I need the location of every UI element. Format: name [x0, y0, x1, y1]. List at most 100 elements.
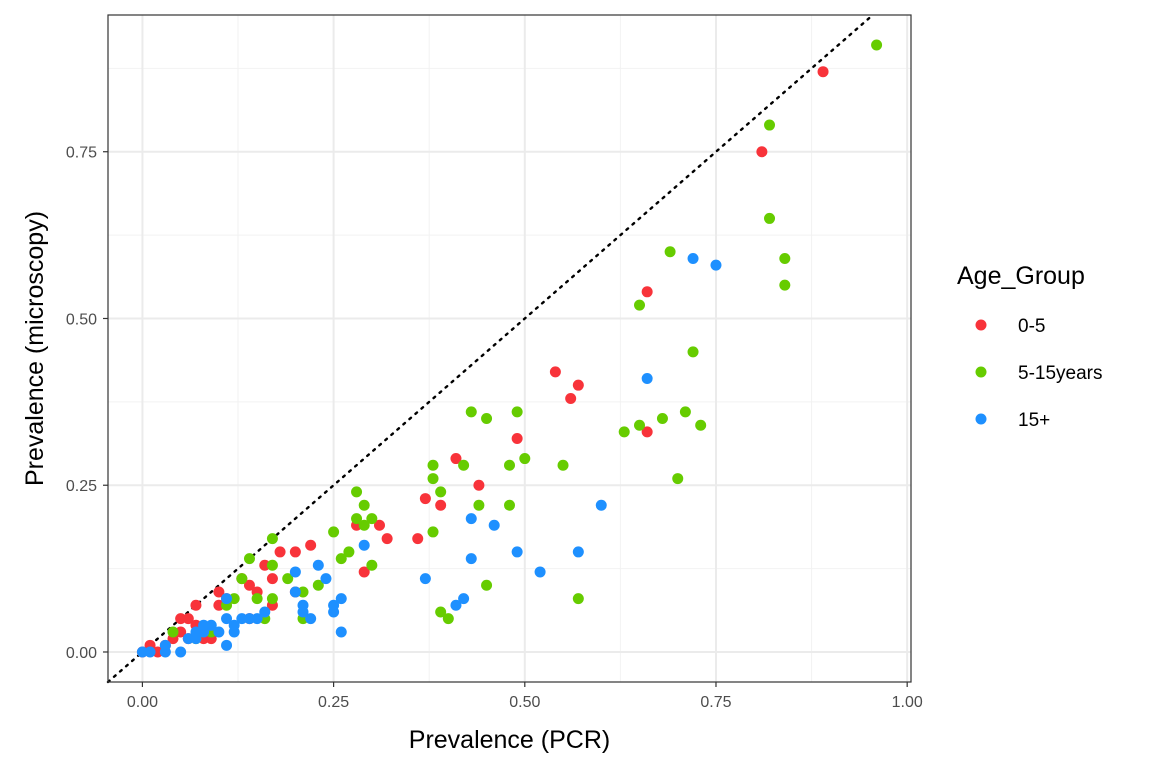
data-point [274, 546, 286, 558]
data-point [266, 533, 278, 545]
data-point [641, 426, 653, 438]
data-point [427, 473, 439, 485]
data-point [473, 479, 485, 491]
data-point [221, 639, 233, 651]
data-point [289, 566, 301, 578]
data-point [136, 646, 148, 658]
data-point [511, 433, 523, 445]
data-point [358, 566, 370, 578]
series-15+ [136, 252, 722, 658]
data-point [381, 533, 393, 545]
x-tick-label: 1.00 [892, 694, 923, 711]
data-point [756, 146, 768, 158]
data-point [328, 526, 340, 538]
data-point [473, 499, 485, 511]
identity-line [106, 13, 874, 684]
data-point [419, 573, 431, 585]
data-point [175, 646, 187, 658]
x-tick-label: 0.75 [700, 694, 731, 711]
legend: Age_Group 0-5 5-15years 15+ [957, 262, 1103, 431]
data-point [481, 579, 493, 591]
data-point [366, 559, 378, 571]
data-point [266, 573, 278, 585]
data-point [634, 419, 646, 431]
data-point [572, 546, 584, 558]
data-point [167, 626, 179, 638]
x-tick-label: 0.50 [509, 694, 540, 711]
data-point [297, 586, 309, 598]
data-point [335, 626, 347, 638]
data-point [282, 573, 294, 585]
data-point [213, 586, 225, 598]
data-point [557, 459, 569, 471]
data-point [297, 606, 309, 618]
x-tick-label: 0.00 [127, 694, 158, 711]
x-axis-ticks: 0.00 0.25 0.50 0.75 1.00 [127, 682, 923, 711]
data-point [205, 619, 217, 631]
data-point [221, 613, 233, 625]
data-point [358, 539, 370, 551]
data-point [236, 613, 248, 625]
data-point [335, 553, 347, 565]
data-point [618, 426, 630, 438]
data-point [266, 593, 278, 605]
data-point [504, 459, 515, 471]
data-point [871, 39, 883, 51]
legend-key-0-5 [975, 319, 987, 331]
data-point [358, 499, 370, 511]
data-point [779, 279, 791, 291]
data-point [213, 599, 225, 611]
x-tick-label: 0.25 [318, 694, 349, 711]
x-axis-title: Prevalence (PCR) [409, 726, 610, 754]
data-point [312, 579, 324, 591]
data-point [817, 66, 829, 78]
legend-title: Age_Group [957, 262, 1085, 290]
data-point [289, 586, 301, 598]
data-point [458, 593, 470, 605]
data-point [549, 366, 561, 378]
y-tick-label: 0.50 [66, 311, 97, 328]
data-point [427, 526, 439, 538]
data-point [159, 639, 171, 651]
data-point [305, 613, 317, 625]
data-point [779, 252, 791, 264]
y-tick-label: 0.75 [66, 145, 97, 162]
data-point [152, 646, 164, 658]
data-point [243, 579, 255, 591]
data-point [519, 453, 531, 465]
data-point [251, 613, 263, 625]
data-point [679, 406, 691, 418]
data-point [450, 599, 462, 611]
data-point [228, 626, 240, 638]
data-point [228, 593, 240, 605]
data-point [144, 646, 156, 658]
grid-major [108, 15, 911, 682]
data-point [251, 593, 263, 605]
data-point [764, 212, 776, 224]
data-point [243, 553, 255, 565]
data-point [634, 299, 646, 311]
data-point [435, 499, 447, 511]
data-point [358, 519, 370, 531]
data-point [435, 606, 447, 618]
data-point [373, 519, 385, 531]
legend-key-5-15years [975, 366, 987, 378]
data-point [710, 259, 722, 271]
y-tick-label: 0.25 [66, 478, 97, 495]
data-point [175, 613, 187, 625]
legend-label: 0-5 [1018, 316, 1045, 337]
data-point [221, 593, 233, 605]
data-point [465, 406, 477, 418]
plot-panel-border [107, 14, 912, 683]
data-points [136, 39, 883, 658]
data-point [312, 559, 324, 571]
data-point [672, 473, 684, 485]
data-point [687, 252, 699, 264]
data-point [419, 493, 431, 505]
data-point [190, 599, 202, 611]
data-point [435, 486, 447, 498]
legend-label: 5-15years [1018, 363, 1103, 384]
data-point [236, 573, 248, 585]
data-point [351, 513, 363, 525]
